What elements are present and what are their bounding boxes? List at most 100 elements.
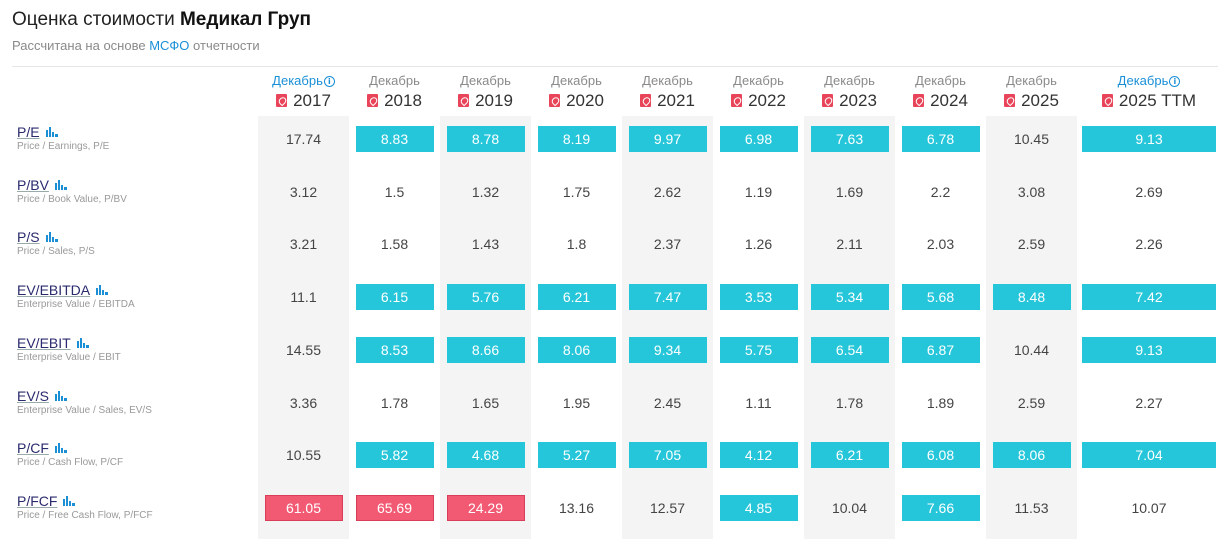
month-label: Декабрь	[369, 73, 420, 88]
pdf-icon[interactable]	[276, 94, 288, 107]
column-year: 2019	[440, 90, 531, 112]
bar-chart-icon[interactable]	[63, 496, 76, 506]
metric-code[interactable]: EV/S	[17, 388, 152, 404]
year-label: 2022	[748, 91, 786, 110]
bar-chart-icon[interactable]	[96, 285, 109, 295]
year-label: 2024	[930, 91, 968, 110]
metric-value-cell: 14.55	[285, 342, 322, 358]
column-month: Декабрь i	[258, 72, 349, 89]
metric-code[interactable]: EV/EBITDA	[17, 282, 135, 298]
metric-code[interactable]: P/S	[17, 229, 95, 245]
metric-code-text[interactable]: EV/EBITDA	[17, 282, 91, 298]
header-divider	[12, 66, 1218, 67]
metric-code[interactable]: P/FCF	[17, 493, 153, 509]
pdf-icon[interactable]	[640, 94, 652, 107]
metric-value-cell: 10.55	[285, 447, 322, 463]
metric-value-cell: 10.07	[1131, 500, 1167, 516]
metric-value-cell: 10.44	[1013, 342, 1050, 358]
pdf-icon[interactable]	[913, 94, 925, 107]
metric-value-cell: 2.26	[1135, 236, 1163, 252]
metric-code-text[interactable]: P/BV	[17, 177, 49, 193]
metric-value-cell: 3.21	[289, 236, 318, 252]
metric-value-cell: 1.32	[471, 184, 500, 200]
msfo-link[interactable]: МСФО	[149, 38, 190, 53]
metric-value-cell: 10.45	[1013, 131, 1050, 147]
bar-chart-icon[interactable]	[76, 338, 89, 348]
pdf-icon[interactable]	[1004, 94, 1016, 107]
column-header: Декабрь 2024	[895, 72, 986, 112]
pdf-icon[interactable]	[731, 94, 743, 107]
info-icon[interactable]: i	[1169, 76, 1181, 87]
metric-code-text[interactable]: EV/S	[17, 388, 49, 404]
metric-code[interactable]: P/BV	[17, 177, 127, 193]
column-year: 2017	[258, 90, 349, 112]
metric-value-cell: 7.47	[628, 284, 707, 310]
column-month: Декабрь	[986, 72, 1077, 89]
metric-value-cell: 2.37	[653, 236, 682, 252]
metric-row-label: P/E Price / Earnings, P/E	[17, 124, 109, 152]
metric-code-text[interactable]: P/CF	[17, 440, 49, 456]
bar-chart-icon[interactable]	[45, 127, 58, 137]
pdf-icon[interactable]	[822, 94, 834, 107]
metric-code[interactable]: EV/EBIT	[17, 335, 121, 351]
metric-value-cell: 9.13	[1082, 337, 1216, 363]
metric-value-cell: 5.27	[537, 442, 616, 468]
pdf-icon[interactable]	[367, 94, 379, 107]
pdf-icon[interactable]	[458, 94, 470, 107]
column-year: 2024	[895, 90, 986, 112]
metric-value-cell: 1.78	[380, 395, 409, 411]
metric-value-cell: 3.08	[1017, 184, 1046, 200]
metric-value-cell: 2.59	[1017, 395, 1046, 411]
pdf-icon[interactable]	[1101, 94, 1113, 107]
column-stripe	[622, 116, 713, 539]
column-header: Декабрь 2018	[349, 72, 440, 112]
title-prefix: Оценка стоимости	[12, 9, 175, 30]
pdf-icon[interactable]	[549, 94, 561, 107]
metric-value-cell: 24.29	[446, 495, 525, 521]
metric-code[interactable]: P/E	[17, 124, 109, 140]
metric-row-label: EV/S Enterprise Value / Sales, EV/S	[17, 388, 152, 416]
metric-row-label: P/S Price / Sales, P/S	[17, 229, 95, 257]
info-icon[interactable]: i	[323, 76, 335, 87]
metric-value-cell: 5.34	[810, 284, 889, 310]
metric-value-cell: 7.66	[901, 495, 980, 521]
metric-value-cell: 8.66	[446, 337, 525, 363]
month-label: Декабрь	[460, 73, 511, 88]
metric-code-text[interactable]: P/FCF	[17, 493, 58, 509]
bar-chart-icon[interactable]	[54, 391, 67, 401]
subtitle-suffix: отчетности	[193, 38, 260, 53]
metric-value-cell: 13.16	[558, 500, 595, 516]
metric-value-cell: 2.59	[1017, 236, 1046, 252]
metric-value-cell: 4.12	[719, 442, 798, 468]
column-header: Декабрь i 2017	[258, 72, 349, 112]
metric-row-label: EV/EBIT Enterprise Value / EBIT	[17, 335, 121, 363]
column-stripe	[804, 116, 895, 539]
bar-chart-icon[interactable]	[54, 443, 67, 453]
metric-value-cell: 8.48	[992, 284, 1071, 310]
metric-code-text[interactable]: P/E	[17, 124, 40, 140]
month-label: Декабрь	[551, 73, 602, 88]
metric-description: Price / Cash Flow, P/CF	[17, 457, 124, 468]
page-title: Оценка стоимости Медикал Груп	[12, 9, 311, 31]
column-header: Декабрь i 2025 TTM	[1077, 72, 1221, 112]
month-label: Декабрь	[642, 73, 693, 88]
month-label: Декабрь	[1006, 73, 1057, 88]
year-label: 2019	[475, 91, 513, 110]
column-stripe	[986, 116, 1077, 539]
metric-code-text[interactable]: P/S	[17, 229, 40, 245]
column-stripe	[258, 116, 349, 539]
metric-value-cell: 8.53	[355, 337, 434, 363]
month-label: Декабрь	[272, 73, 323, 88]
metric-code[interactable]: P/CF	[17, 440, 123, 456]
column-year: 2022	[713, 90, 804, 112]
bar-chart-icon[interactable]	[45, 232, 58, 242]
month-label: Декабрь	[733, 73, 784, 88]
bar-chart-icon[interactable]	[54, 180, 67, 190]
metric-value-cell: 1.95	[562, 395, 591, 411]
metric-code-text[interactable]: EV/EBIT	[17, 335, 71, 351]
column-header: Декабрь 2022	[713, 72, 804, 112]
month-label: Декабрь	[915, 73, 966, 88]
column-header: Декабрь 2023	[804, 72, 895, 112]
year-label: 2025 TTM	[1118, 91, 1197, 110]
metric-value-cell: 1.26	[744, 236, 773, 252]
